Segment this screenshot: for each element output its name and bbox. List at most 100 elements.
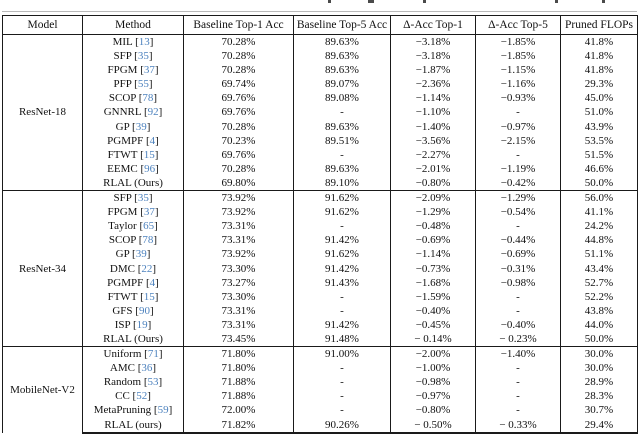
method-cell: Random [53] (82, 375, 184, 390)
delta-top5-cell: - (475, 403, 561, 418)
delta-top1-cell: −0.40% (390, 303, 476, 318)
baseline-top1-cell: 73.30% (183, 261, 294, 276)
citation-link[interactable]: 59 (157, 404, 169, 417)
delta-top1-cell: −1.87% (390, 63, 476, 78)
delta-top1-cell: −0.80% (390, 403, 476, 418)
pruned-flops-cell: 41.8% (560, 63, 638, 78)
method-cell: GP [39] (82, 119, 184, 134)
pruned-flops-cell: 45.0% (560, 91, 638, 106)
method-cell: PGMPF [4] (82, 133, 184, 148)
baseline-top1-cell: 73.92% (183, 205, 294, 220)
baseline-top1-cell: 70.28% (183, 161, 294, 176)
citation-bracket: [ (151, 404, 158, 417)
delta-top5-cell: - (475, 289, 561, 304)
method-cell: FPGM [37] (82, 63, 184, 78)
pruned-flops-cell: 30.7% (560, 403, 638, 418)
baseline-top5-cell: 89.63% (293, 161, 391, 176)
baseline-top5-cell: 89.10% (293, 175, 391, 191)
table-row: FTWT [15] 73.30% - −1.59% -52.2% (3, 289, 638, 304)
citation-link[interactable]: 4 (149, 134, 156, 147)
citation-link[interactable]: 55 (137, 78, 149, 91)
citation-bracket: ] (158, 348, 163, 361)
delta-top1-cell: −2.27% (390, 147, 476, 162)
citation-link[interactable]: 22 (141, 262, 153, 275)
table-row: ISP [19] 73.31% 91.42% −0.45% −0.40% 44.0% (3, 317, 638, 332)
delta-top5-cell: −0.93% (475, 91, 561, 106)
baseline-top1-cell: 71.82% (183, 417, 294, 434)
citation-link[interactable]: 19 (136, 318, 148, 331)
method-cell: EEMC [96] (82, 161, 184, 176)
table-row: GFS [90] 73.31% - −0.40% -43.8% (3, 303, 638, 318)
citation-link[interactable]: 4 (149, 276, 156, 289)
pruned-flops-cell: 30.0% (560, 346, 638, 362)
column-header: Δ-Acc Top-1 (390, 15, 476, 35)
citation-link[interactable]: 65 (143, 220, 155, 233)
delta-top5-cell: − 0.23% (475, 331, 561, 347)
table-row: FPGM [37] 70.28% 89.63% −1.87% −1.15% 41.8% (3, 63, 638, 78)
citation-link[interactable]: 39 (135, 248, 147, 261)
baseline-top5-cell: 91.42% (293, 233, 391, 248)
table-row: GP [39] 70.28% 89.63% −1.40% −0.97% 43.9% (3, 119, 638, 134)
baseline-top1-cell: 71.88% (183, 375, 294, 390)
delta-top5-cell: - (475, 147, 561, 162)
method-label: SFP (113, 50, 132, 63)
pruned-flops-cell: 43.4% (560, 261, 638, 276)
method-label: EEMC (107, 162, 138, 175)
baseline-top1-cell: 70.23% (183, 133, 294, 148)
citation-link[interactable]: 37 (143, 64, 155, 77)
method-cell: FTWT [15] (82, 289, 184, 304)
baseline-top1-cell: 73.92% (183, 190, 294, 206)
citation-link[interactable]: 96 (144, 162, 156, 175)
baseline-top5-cell: 89.63% (293, 49, 391, 64)
method-cell: GFS [90] (82, 303, 184, 318)
citation-link[interactable]: 78 (142, 92, 154, 105)
pruned-flops-cell: 29.3% (560, 77, 638, 92)
citation-bracket: ] (152, 362, 157, 375)
baseline-top1-cell: 69.76% (183, 105, 294, 120)
baseline-top5-cell: 91.00% (293, 346, 391, 362)
baseline-top5-cell: 91.62% (293, 247, 391, 262)
table-row: SCOP [78] 69.76% 89.08% −1.14% −0.93% 45.0% (3, 91, 638, 106)
method-label: Random (103, 376, 142, 389)
citation-bracket: [ (137, 290, 144, 303)
baseline-top5-cell: - (293, 147, 391, 162)
citation-link[interactable]: 13 (138, 36, 150, 48)
citation-bracket: [ (134, 362, 142, 375)
citation-link[interactable]: 35 (137, 192, 149, 205)
baseline-top5-cell: - (293, 375, 391, 390)
citation-link[interactable]: 15 (143, 290, 155, 303)
delta-top5-cell: −0.31% (475, 261, 561, 276)
citation-bracket: ] (154, 64, 159, 77)
citation-link[interactable]: 71 (147, 348, 159, 361)
citation-link[interactable]: 36 (141, 362, 153, 375)
delta-top1-cell: −2.00% (390, 346, 476, 362)
citation-bracket: [ (137, 206, 144, 219)
baseline-top1-cell: 73.27% (183, 275, 294, 290)
citation-link[interactable]: 35 (137, 50, 149, 63)
method-label: GFS (112, 304, 133, 317)
table-row: FTWT [15] 69.76% - −2.27% -51.5% (3, 147, 638, 162)
baseline-top5-cell: - (293, 403, 391, 418)
citation-link[interactable]: 15 (143, 148, 155, 161)
citation-link[interactable]: 53 (147, 376, 159, 389)
citation-link[interactable]: 92 (147, 106, 159, 119)
baseline-top5-cell: 89.08% (293, 91, 391, 106)
method-label: AMC (109, 362, 135, 375)
citation-link[interactable]: 37 (143, 206, 155, 219)
method-label: PGMPF (107, 134, 144, 147)
citation-link[interactable]: 39 (135, 120, 147, 133)
method-cell: PGMPF [4] (82, 275, 184, 290)
citation-bracket: [ (136, 92, 143, 105)
citation-link[interactable]: 52 (136, 390, 148, 403)
citation-bracket: [ (131, 50, 138, 63)
baseline-top5-cell: 89.51% (293, 133, 391, 148)
citation-link[interactable]: 90 (138, 304, 150, 317)
citation-link[interactable]: 78 (142, 234, 154, 247)
method-cell: DMC [22] (82, 261, 184, 276)
citation-bracket: [ (137, 148, 144, 161)
citation-bracket: [ (132, 36, 139, 48)
method-cell: GP [39] (82, 247, 184, 262)
baseline-top1-cell: 72.00% (183, 403, 294, 418)
pruned-flops-cell: 24.2% (560, 219, 638, 234)
table-top-rule (2, 11, 637, 12)
